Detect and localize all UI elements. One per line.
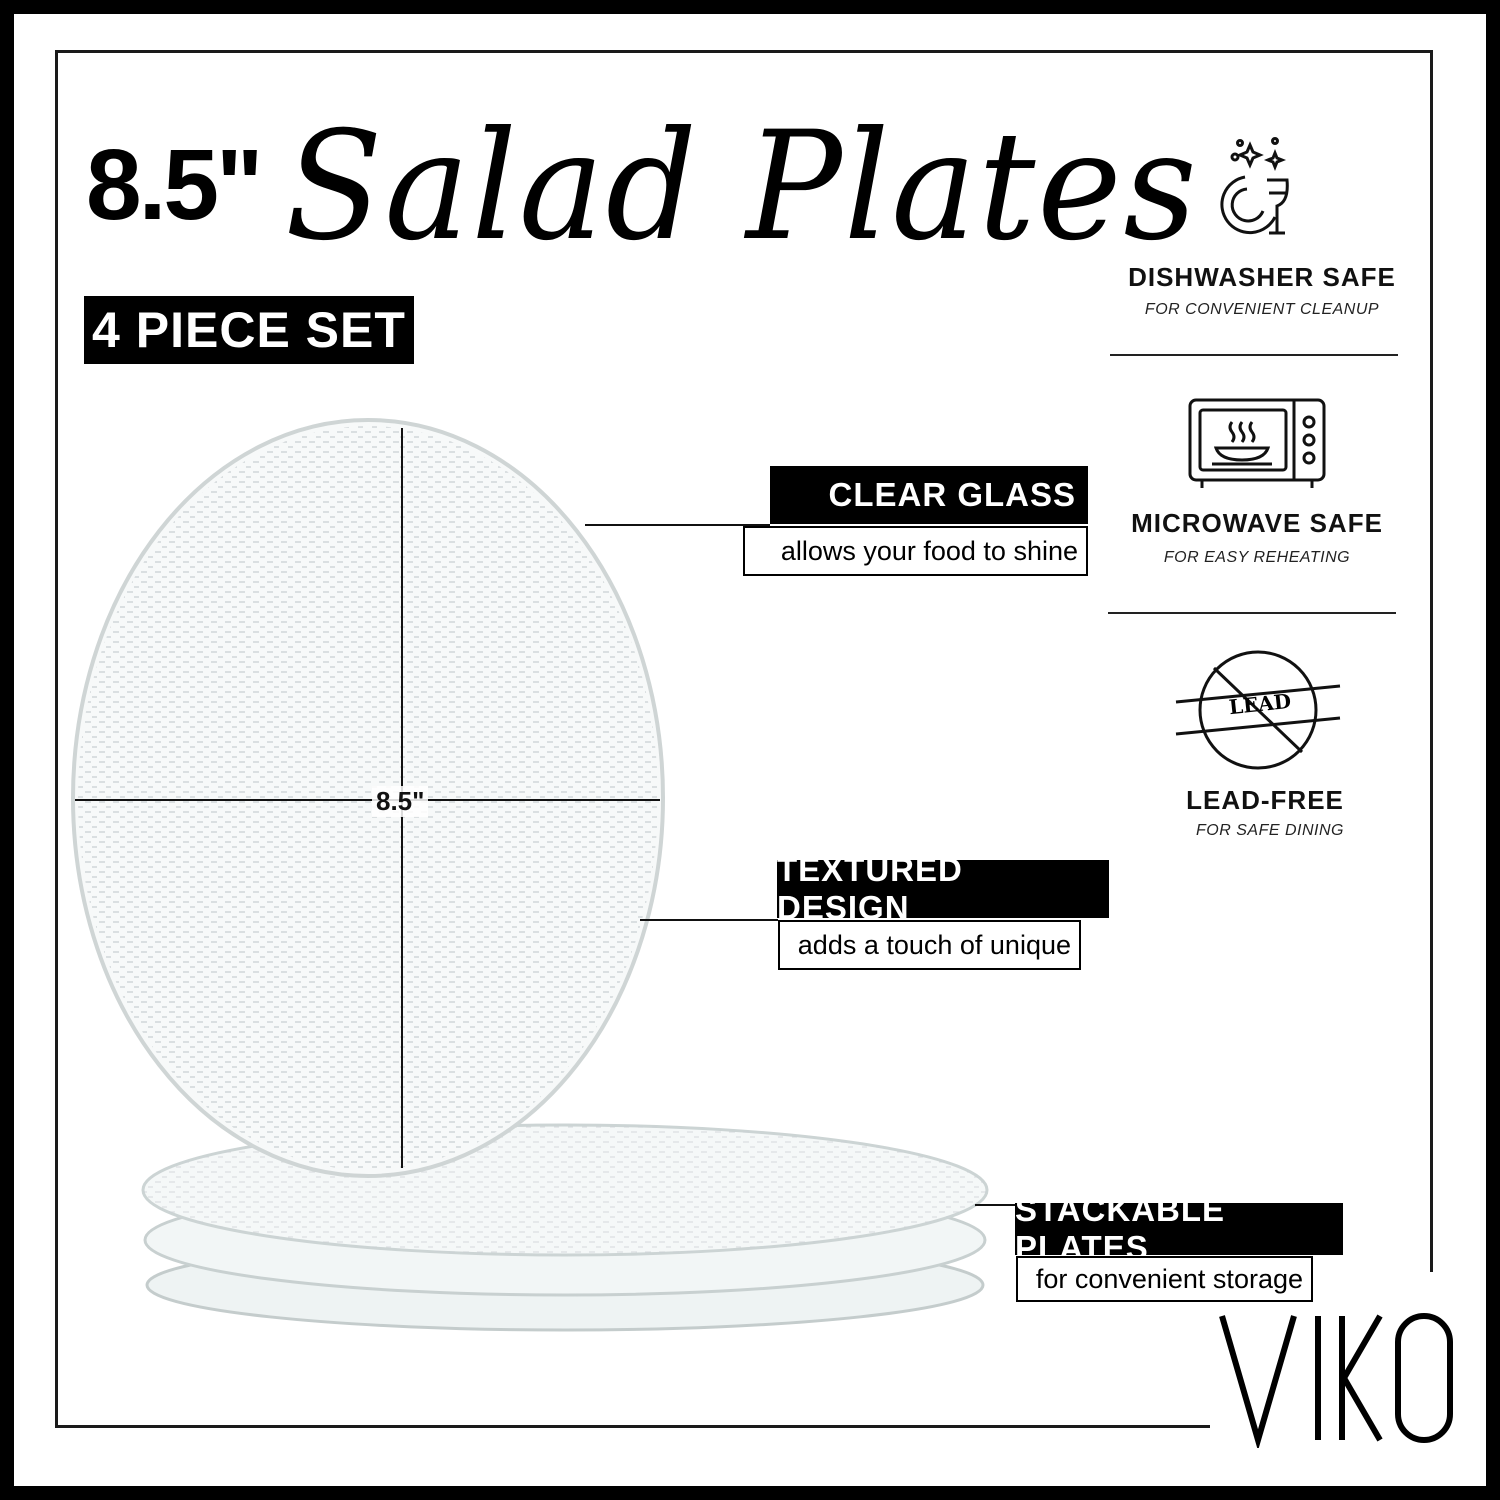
callout-textured-title: TEXTURED DESIGN (777, 851, 1109, 926)
frame-right (1430, 50, 1433, 1272)
feature-dishwasher-subtitle: FOR CONVENIENT CLEANUP (1144, 301, 1380, 318)
callout-clear-glass-title: CLEAR GLASS (770, 466, 1088, 524)
size-title: 8.5" (86, 129, 263, 241)
set-badge: 4 PIECE SET (84, 296, 414, 364)
frame-top (55, 50, 1433, 53)
divider (1110, 354, 1398, 356)
feature-microwave-title: MICROWAVE SAFE (1131, 508, 1383, 538)
lead-free-icon: LEAD (1172, 648, 1344, 772)
microwave-icon (1188, 398, 1326, 488)
divider (1108, 612, 1396, 614)
callout-clear-glass-subtitle: allows your food to shine (743, 526, 1088, 576)
no-lead-symbol-icon (1175, 650, 1341, 770)
dishwasher-icon (1220, 137, 1289, 235)
feature-lead-free-subtitle: FOR SAFE DINING (1196, 822, 1344, 839)
callout-stackable-title: STACKABLE PLATES (1015, 1191, 1343, 1266)
viko-logo (1219, 1313, 1453, 1448)
feature-dishwasher-title: DISHWASHER SAFE (1128, 262, 1396, 292)
frame-bottom (55, 1425, 1210, 1428)
script-title: Salad Plates (285, 100, 1199, 274)
feature-lead-free-title: LEAD-FREE (1186, 785, 1344, 815)
feature-microwave-subtitle: FOR EASY REHEATING (1163, 549, 1351, 566)
frame-left (55, 50, 58, 1428)
callout-textured-subtitle: adds a touch of unique (778, 920, 1081, 970)
plate-measurement: 8.5" (372, 786, 429, 817)
top-plate (71, 418, 665, 1178)
callout-stackable-subtitle: for convenient storage (1016, 1256, 1313, 1302)
